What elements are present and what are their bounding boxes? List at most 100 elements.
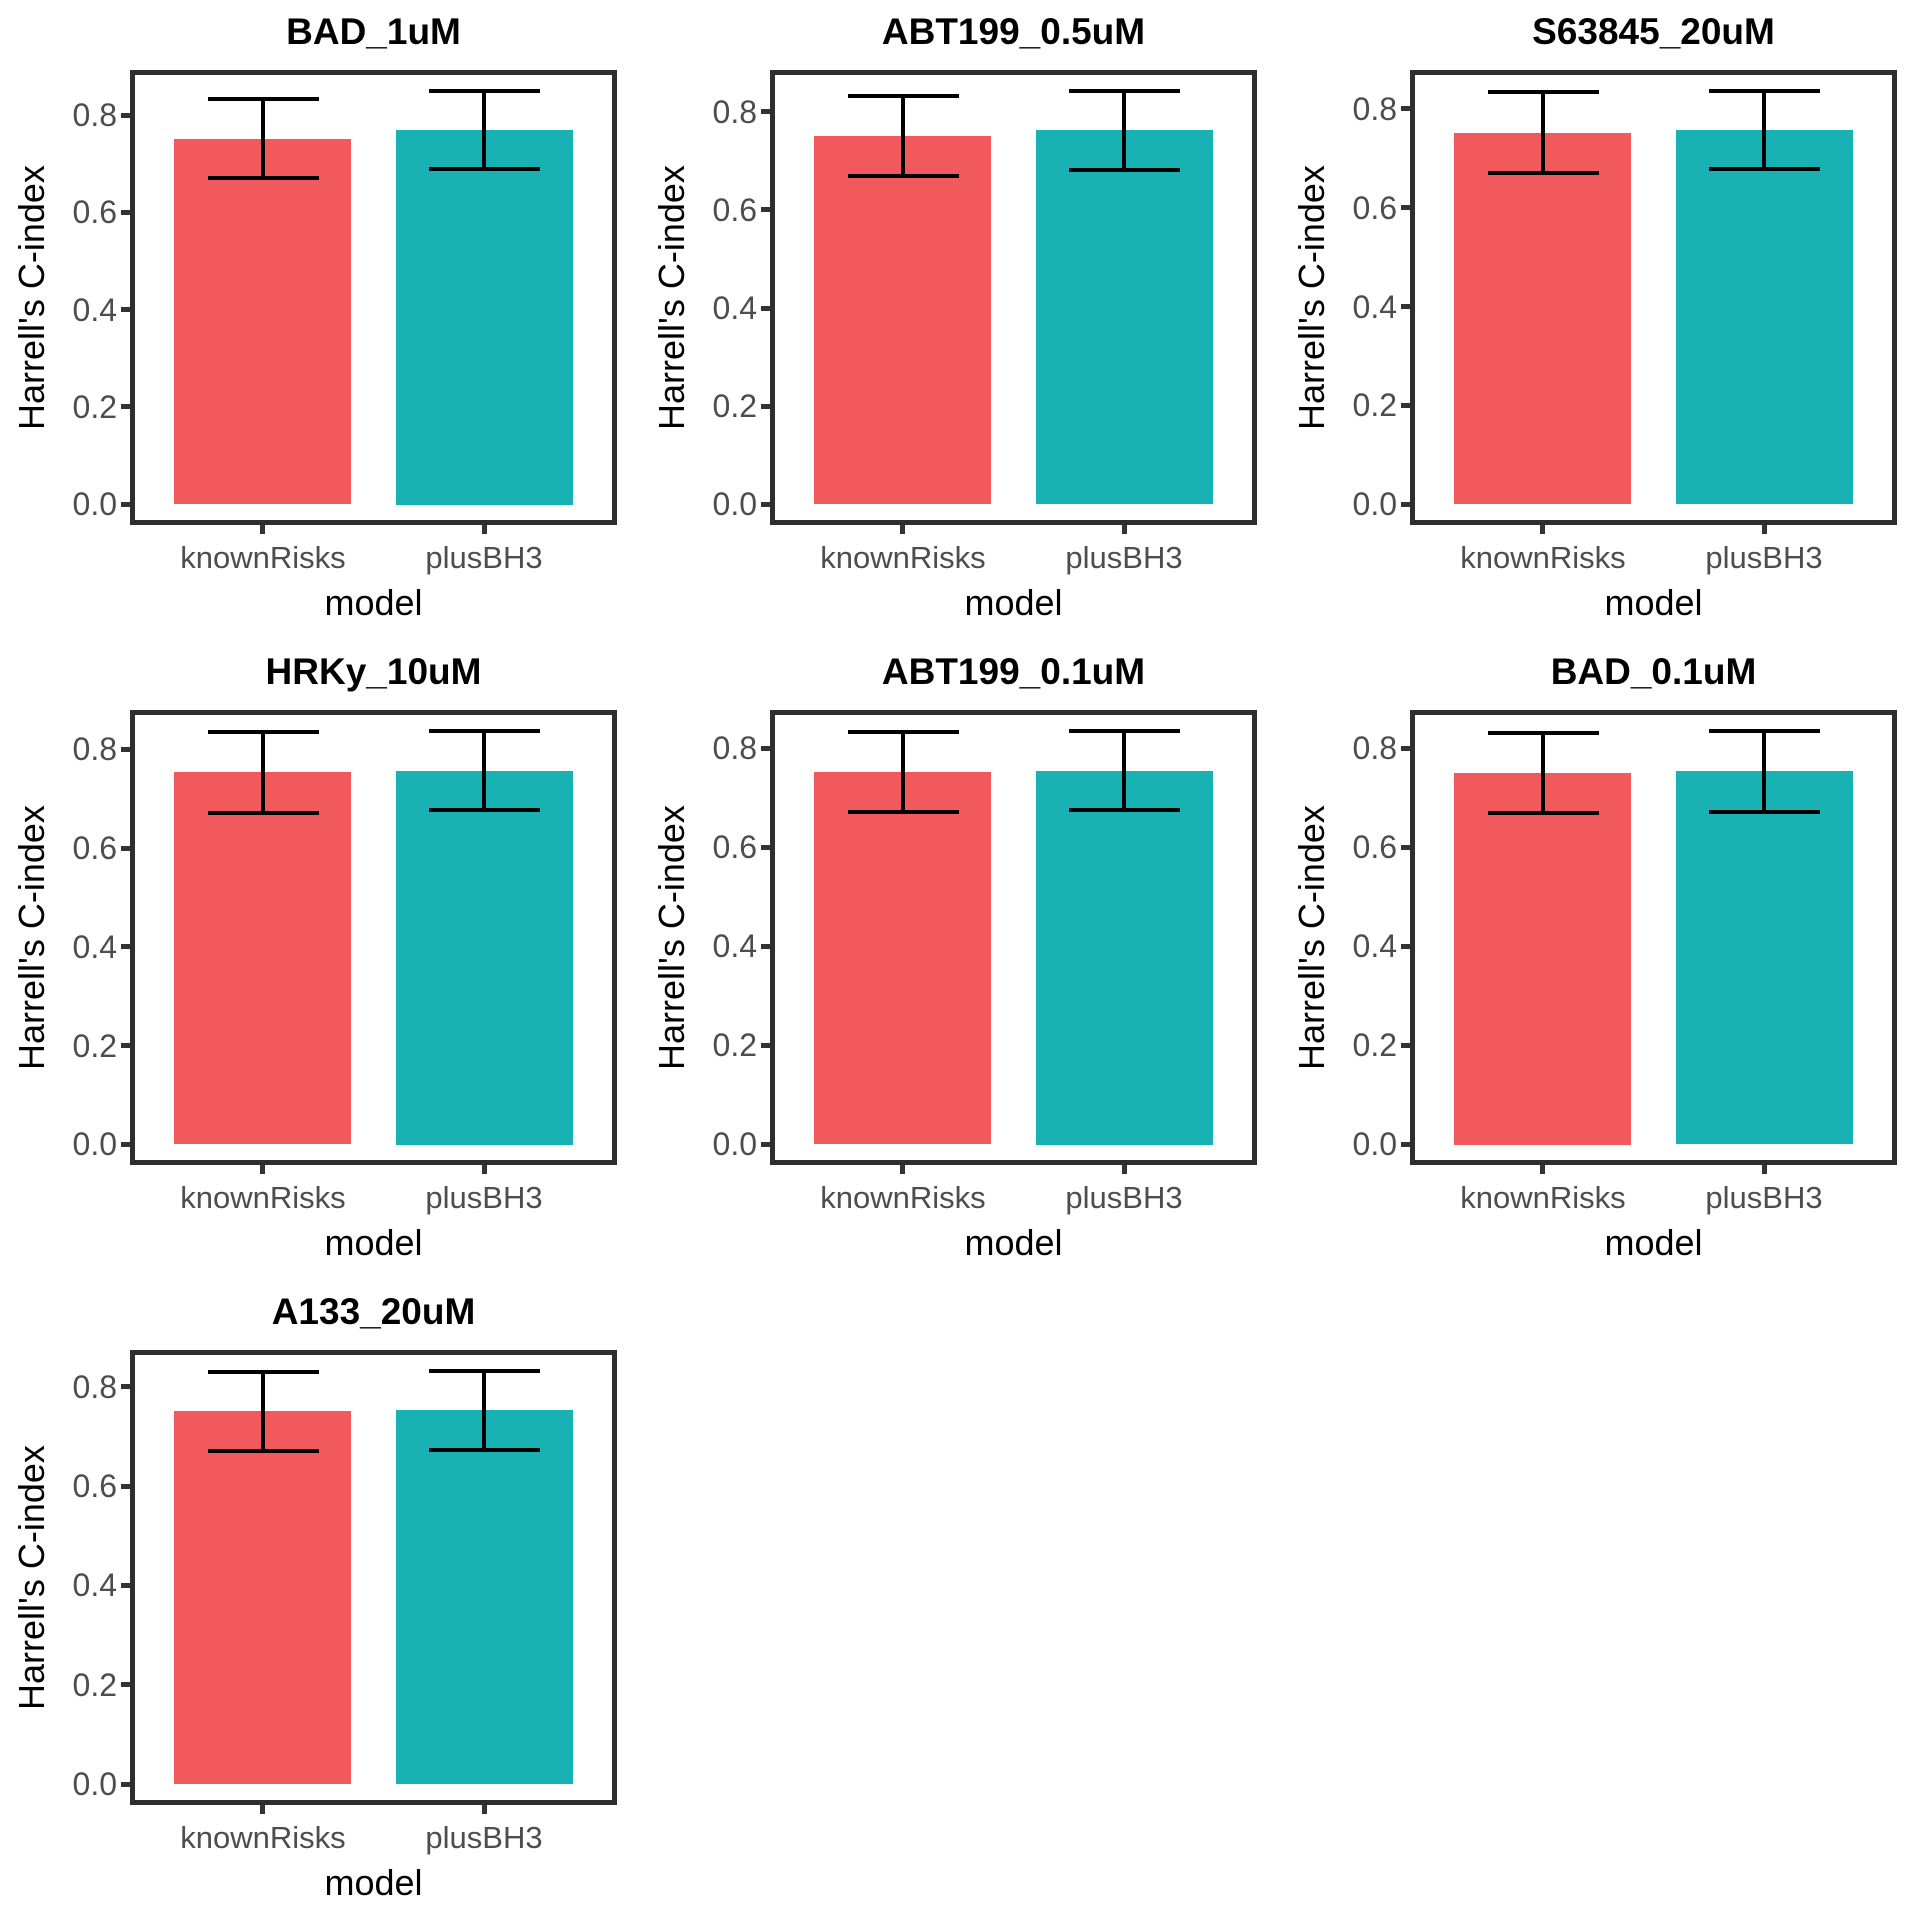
x-tick-mark-knownrisks bbox=[260, 1805, 265, 1814]
y-tick-mark bbox=[1401, 944, 1410, 949]
y-tick-mark bbox=[121, 404, 130, 409]
y-tick-mark bbox=[761, 845, 770, 850]
error-bar-cap-bottom-knownrisks bbox=[848, 810, 959, 814]
error-bar-cap-top-plusbh3 bbox=[1709, 729, 1820, 733]
x-axis-title: model bbox=[1604, 1222, 1703, 1263]
y-tick-mark bbox=[121, 1142, 130, 1147]
y-tick-mark bbox=[1401, 1142, 1410, 1147]
error-bar-vertical-plusbh3 bbox=[482, 1371, 486, 1451]
error-bar-vertical-knownrisks bbox=[901, 732, 905, 812]
y-tick-mark bbox=[1401, 205, 1410, 210]
y-tick-label: 0.0 bbox=[72, 1126, 117, 1162]
y-tick-mark bbox=[761, 404, 770, 409]
panel-title: ABT199_0.1uM bbox=[881, 651, 1146, 692]
error-bar-cap-bottom-plusbh3 bbox=[429, 1448, 540, 1452]
x-axis-title: model bbox=[324, 1222, 423, 1263]
x-tick-label-plusbh3: plusBH3 bbox=[425, 540, 543, 575]
x-tick-mark-plusbh3 bbox=[482, 1165, 487, 1174]
error-bar-cap-bottom-plusbh3 bbox=[1709, 167, 1820, 171]
bar-knownrisks bbox=[1454, 133, 1631, 504]
x-tick-mark-plusbh3 bbox=[1122, 525, 1127, 534]
x-tick-mark-plusbh3 bbox=[1762, 1165, 1767, 1174]
error-bar-vertical-knownrisks bbox=[901, 96, 905, 176]
panel-title: ABT199_0.5uM bbox=[881, 11, 1146, 52]
error-bar-cap-top-plusbh3 bbox=[1069, 729, 1180, 733]
error-bar-cap-top-plusbh3 bbox=[429, 89, 540, 93]
y-tick-label: 0.0 bbox=[1352, 1126, 1397, 1162]
y-tick-label: 0.4 bbox=[712, 928, 757, 964]
y-tick-mark bbox=[761, 502, 770, 507]
bar-plusbh3 bbox=[1676, 130, 1853, 504]
y-tick-label: 0.8 bbox=[1352, 730, 1397, 766]
y-tick-label: 0.6 bbox=[712, 192, 757, 228]
error-bar-cap-top-knownrisks bbox=[848, 730, 959, 734]
error-bar-cap-bottom-plusbh3 bbox=[1069, 808, 1180, 812]
y-tick-label: 0.8 bbox=[72, 731, 117, 767]
x-tick-label-knownrisks: knownRisks bbox=[1460, 540, 1626, 575]
panel-title: HRKy_10uM bbox=[265, 651, 482, 692]
x-tick-mark-knownrisks bbox=[260, 525, 265, 534]
x-tick-label-knownrisks: knownRisks bbox=[180, 540, 346, 575]
y-tick-mark bbox=[761, 207, 770, 212]
panel-title: BAD_1uM bbox=[286, 11, 461, 52]
chart-panel: S63845_20uM Harrell's C-index 0.0 0.2 0.4 0.6… bbox=[1280, 0, 1920, 640]
error-bar-cap-top-knownrisks bbox=[1488, 90, 1599, 94]
error-bar-cap-top-knownrisks bbox=[848, 94, 959, 98]
x-axis-title: model bbox=[324, 582, 423, 623]
x-axis-title: model bbox=[1604, 582, 1703, 623]
y-tick-label: 0.0 bbox=[72, 486, 117, 522]
error-bar-vertical-plusbh3 bbox=[1122, 731, 1126, 811]
y-tick-mark bbox=[1401, 845, 1410, 850]
x-tick-mark-knownrisks bbox=[1540, 1165, 1545, 1174]
y-tick-label: 0.2 bbox=[712, 1027, 757, 1063]
error-bar-cap-bottom-knownrisks bbox=[1488, 811, 1599, 815]
error-bar-vertical-knownrisks bbox=[1541, 733, 1545, 813]
y-tick-label: 0.2 bbox=[72, 389, 117, 425]
y-tick-label: 0.6 bbox=[712, 829, 757, 865]
y-tick-label: 0.0 bbox=[1352, 486, 1397, 522]
x-tick-label-knownrisks: knownRisks bbox=[1460, 1180, 1626, 1215]
error-bar-cap-bottom-knownrisks bbox=[1488, 171, 1599, 175]
x-tick-label-knownrisks: knownRisks bbox=[820, 540, 986, 575]
error-bar-cap-top-plusbh3 bbox=[429, 1369, 540, 1373]
error-bar-vertical-knownrisks bbox=[261, 1372, 265, 1452]
bar-plusbh3 bbox=[396, 1410, 573, 1784]
chart-panel: ABT199_0.1uM Harrell's C-index 0.0 0.2 0.4 0.… bbox=[640, 640, 1280, 1280]
y-tick-label: 0.4 bbox=[72, 929, 117, 965]
y-tick-label: 0.6 bbox=[72, 194, 117, 230]
y-tick-mark bbox=[761, 1142, 770, 1147]
x-tick-mark-knownrisks bbox=[900, 1165, 905, 1174]
y-tick-mark bbox=[121, 1384, 130, 1389]
y-tick-mark bbox=[121, 944, 130, 949]
bar-knownrisks bbox=[174, 1411, 351, 1784]
y-tick-label: 0.2 bbox=[72, 1667, 117, 1703]
error-bar-cap-top-knownrisks bbox=[208, 730, 319, 734]
y-tick-mark bbox=[121, 113, 130, 118]
error-bar-cap-bottom-plusbh3 bbox=[429, 167, 540, 171]
y-tick-mark bbox=[121, 1484, 130, 1489]
bar-plusbh3 bbox=[1036, 130, 1213, 504]
y-tick-mark bbox=[761, 109, 770, 114]
y-tick-mark bbox=[761, 944, 770, 949]
x-axis-title: model bbox=[964, 1222, 1063, 1263]
y-tick-mark bbox=[121, 846, 130, 851]
error-bar-cap-bottom-plusbh3 bbox=[1709, 810, 1820, 814]
y-tick-label: 0.0 bbox=[72, 1766, 117, 1802]
x-tick-mark-plusbh3 bbox=[482, 525, 487, 534]
error-bar-vertical-knownrisks bbox=[261, 99, 265, 178]
error-bar-vertical-plusbh3 bbox=[1122, 91, 1126, 170]
error-bar-cap-top-knownrisks bbox=[208, 97, 319, 101]
y-tick-mark bbox=[121, 1583, 130, 1588]
bar-knownrisks bbox=[814, 772, 991, 1144]
y-tick-mark bbox=[1401, 403, 1410, 408]
panel-title: S63845_20uM bbox=[1532, 11, 1775, 52]
x-tick-label-plusbh3: plusBH3 bbox=[1705, 540, 1823, 575]
y-tick-label: 0.0 bbox=[712, 486, 757, 522]
y-tick-mark bbox=[121, 502, 130, 507]
bar-plusbh3 bbox=[1036, 771, 1213, 1145]
y-tick-label: 0.6 bbox=[72, 830, 117, 866]
x-tick-mark-knownrisks bbox=[900, 525, 905, 534]
error-bar-cap-bottom-knownrisks bbox=[848, 174, 959, 178]
error-bar-cap-top-plusbh3 bbox=[429, 729, 540, 733]
